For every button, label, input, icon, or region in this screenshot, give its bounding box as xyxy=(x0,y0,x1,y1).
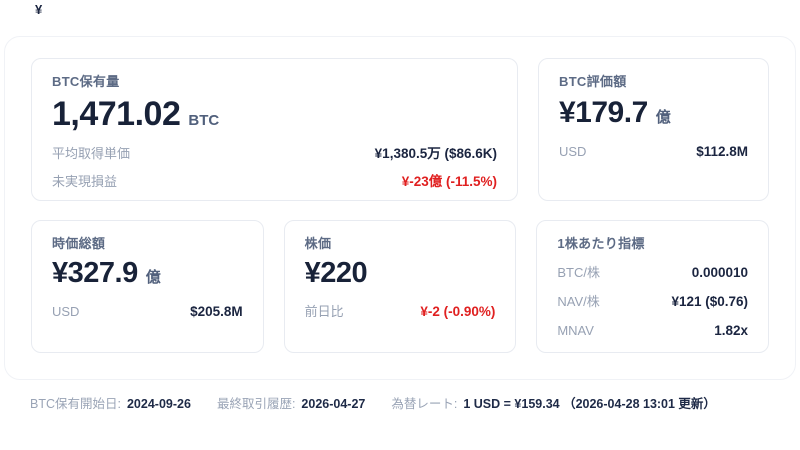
card-per-share-metrics: 1株あたり指標 BTC/株 0.000010 NAV/株 ¥121 ($0.76… xyxy=(536,220,770,353)
card-market-cap: 時価総額 ¥327.9 億 USD $205.8M xyxy=(31,220,264,353)
nav-per-share-label: NAV/株 xyxy=(557,294,600,309)
btc-stats-panel: BTC保有量 1,471.02 BTC 平均取得単価 ¥1,380.5万 ($8… xyxy=(4,36,796,380)
btc-valuation-title: BTC評価額 xyxy=(559,74,627,89)
per-share-title: 1株あたり指標 xyxy=(557,236,645,251)
footer-meta: BTC保有開始日: 2024-09-26 最終取引履歴: 2026-04-27 … xyxy=(30,393,716,412)
avg-acquisition-price-label: 平均取得単価 xyxy=(52,146,131,162)
btc-holdings-title: BTC保有量 xyxy=(52,74,120,89)
market-cap-usd-row: USD $205.8M xyxy=(52,303,243,320)
stock-price-title: 株価 xyxy=(304,236,332,251)
btc-holdings-big-value: 1,471.02 BTC xyxy=(52,95,497,133)
fx-rate-value: 1 USD = ¥159.34 （2026-04-28 13:01 更新） xyxy=(463,397,716,411)
unrealized-pnl-row: 未実現損益 ¥-23億 (-11.5%) xyxy=(52,173,497,190)
btc-holdings-unit: BTC xyxy=(188,112,220,129)
market-cap-amount: ¥327.9 xyxy=(52,257,138,289)
btc-valuation-usd-label: USD xyxy=(559,144,587,159)
btc-start-date-value: 2024-09-26 xyxy=(126,397,191,411)
card-btc-holdings: BTC保有量 1,471.02 BTC 平均取得単価 ¥1,380.5万 ($8… xyxy=(31,58,518,201)
btc-valuation-unit: 億 xyxy=(655,109,671,126)
avg-acquisition-price-value: ¥1,380.5万 ($86.6K) xyxy=(374,146,497,162)
btc-per-share-value: 0.000010 xyxy=(691,265,749,280)
fx-rate-item: 為替レート: 1 USD = ¥159.34 （2026-04-28 13:01… xyxy=(391,393,716,412)
last-trade-item: 最終取引履歴: 2026-04-27 xyxy=(217,393,365,412)
last-trade-value: 2026-04-27 xyxy=(301,397,366,411)
stats-row-top: BTC保有量 1,471.02 BTC 平均取得単価 ¥1,380.5万 ($8… xyxy=(31,58,769,201)
day-change-label: 前日比 xyxy=(304,303,344,319)
nav-per-share-row: NAV/株 ¥121 ($0.76) xyxy=(557,293,748,310)
nav-per-share-value: ¥121 ($0.76) xyxy=(671,294,749,309)
market-cap-big-value: ¥327.9 億 xyxy=(52,257,243,290)
btc-start-date-label: BTC保有開始日: xyxy=(30,397,121,411)
card-btc-valuation: BTC評価額 ¥179.7 億 USD $112.8M xyxy=(538,58,769,201)
btc-start-date-item: BTC保有開始日: 2024-09-26 xyxy=(30,393,191,412)
market-cap-usd-label: USD xyxy=(52,303,80,319)
market-cap-usd-value: $205.8M xyxy=(190,303,243,319)
mnav-row: MNAV 1.82x xyxy=(557,322,748,339)
fx-rate-label: 為替レート: xyxy=(391,397,458,411)
btc-valuation-amount: ¥179.7 xyxy=(559,96,648,129)
day-change-value: ¥-2 (-0.90%) xyxy=(420,303,496,319)
stock-price-amount: ¥220 xyxy=(304,257,368,289)
avg-acquisition-price-row: 平均取得単価 ¥1,380.5万 ($86.6K) xyxy=(52,145,497,162)
card-stock-price: 株価 ¥220 前日比 ¥-2 (-0.90%) xyxy=(283,220,517,353)
market-cap-unit: 億 xyxy=(145,269,161,286)
btc-per-share-label: BTC/株 xyxy=(557,265,600,280)
btc-per-share-row: BTC/株 0.000010 xyxy=(557,264,748,281)
last-trade-label: 最終取引履歴: xyxy=(216,397,296,411)
btc-valuation-usd-row: USD $112.8M xyxy=(559,143,748,160)
btc-holdings-amount: 1,471.02 xyxy=(52,95,181,133)
unrealized-pnl-label: 未実現損益 xyxy=(52,174,118,190)
btc-valuation-usd-value: $112.8M xyxy=(696,144,748,159)
unrealized-pnl-value: ¥-23億 (-11.5%) xyxy=(401,174,497,190)
day-change-row: 前日比 ¥-2 (-0.90%) xyxy=(305,303,496,320)
stock-price-big-value: ¥220 xyxy=(304,257,496,290)
stats-row-bottom: 時価総額 ¥327.9 億 USD $205.8M 株価 ¥220 前日比 ¥-… xyxy=(31,220,770,353)
market-cap-title: 時価総額 xyxy=(52,236,106,251)
yen-corner-glyph: ¥ xyxy=(35,2,43,17)
mnav-value: 1.82x xyxy=(714,323,749,338)
btc-valuation-big-value: ¥179.7 億 xyxy=(559,96,748,129)
mnav-label: MNAV xyxy=(557,323,594,338)
